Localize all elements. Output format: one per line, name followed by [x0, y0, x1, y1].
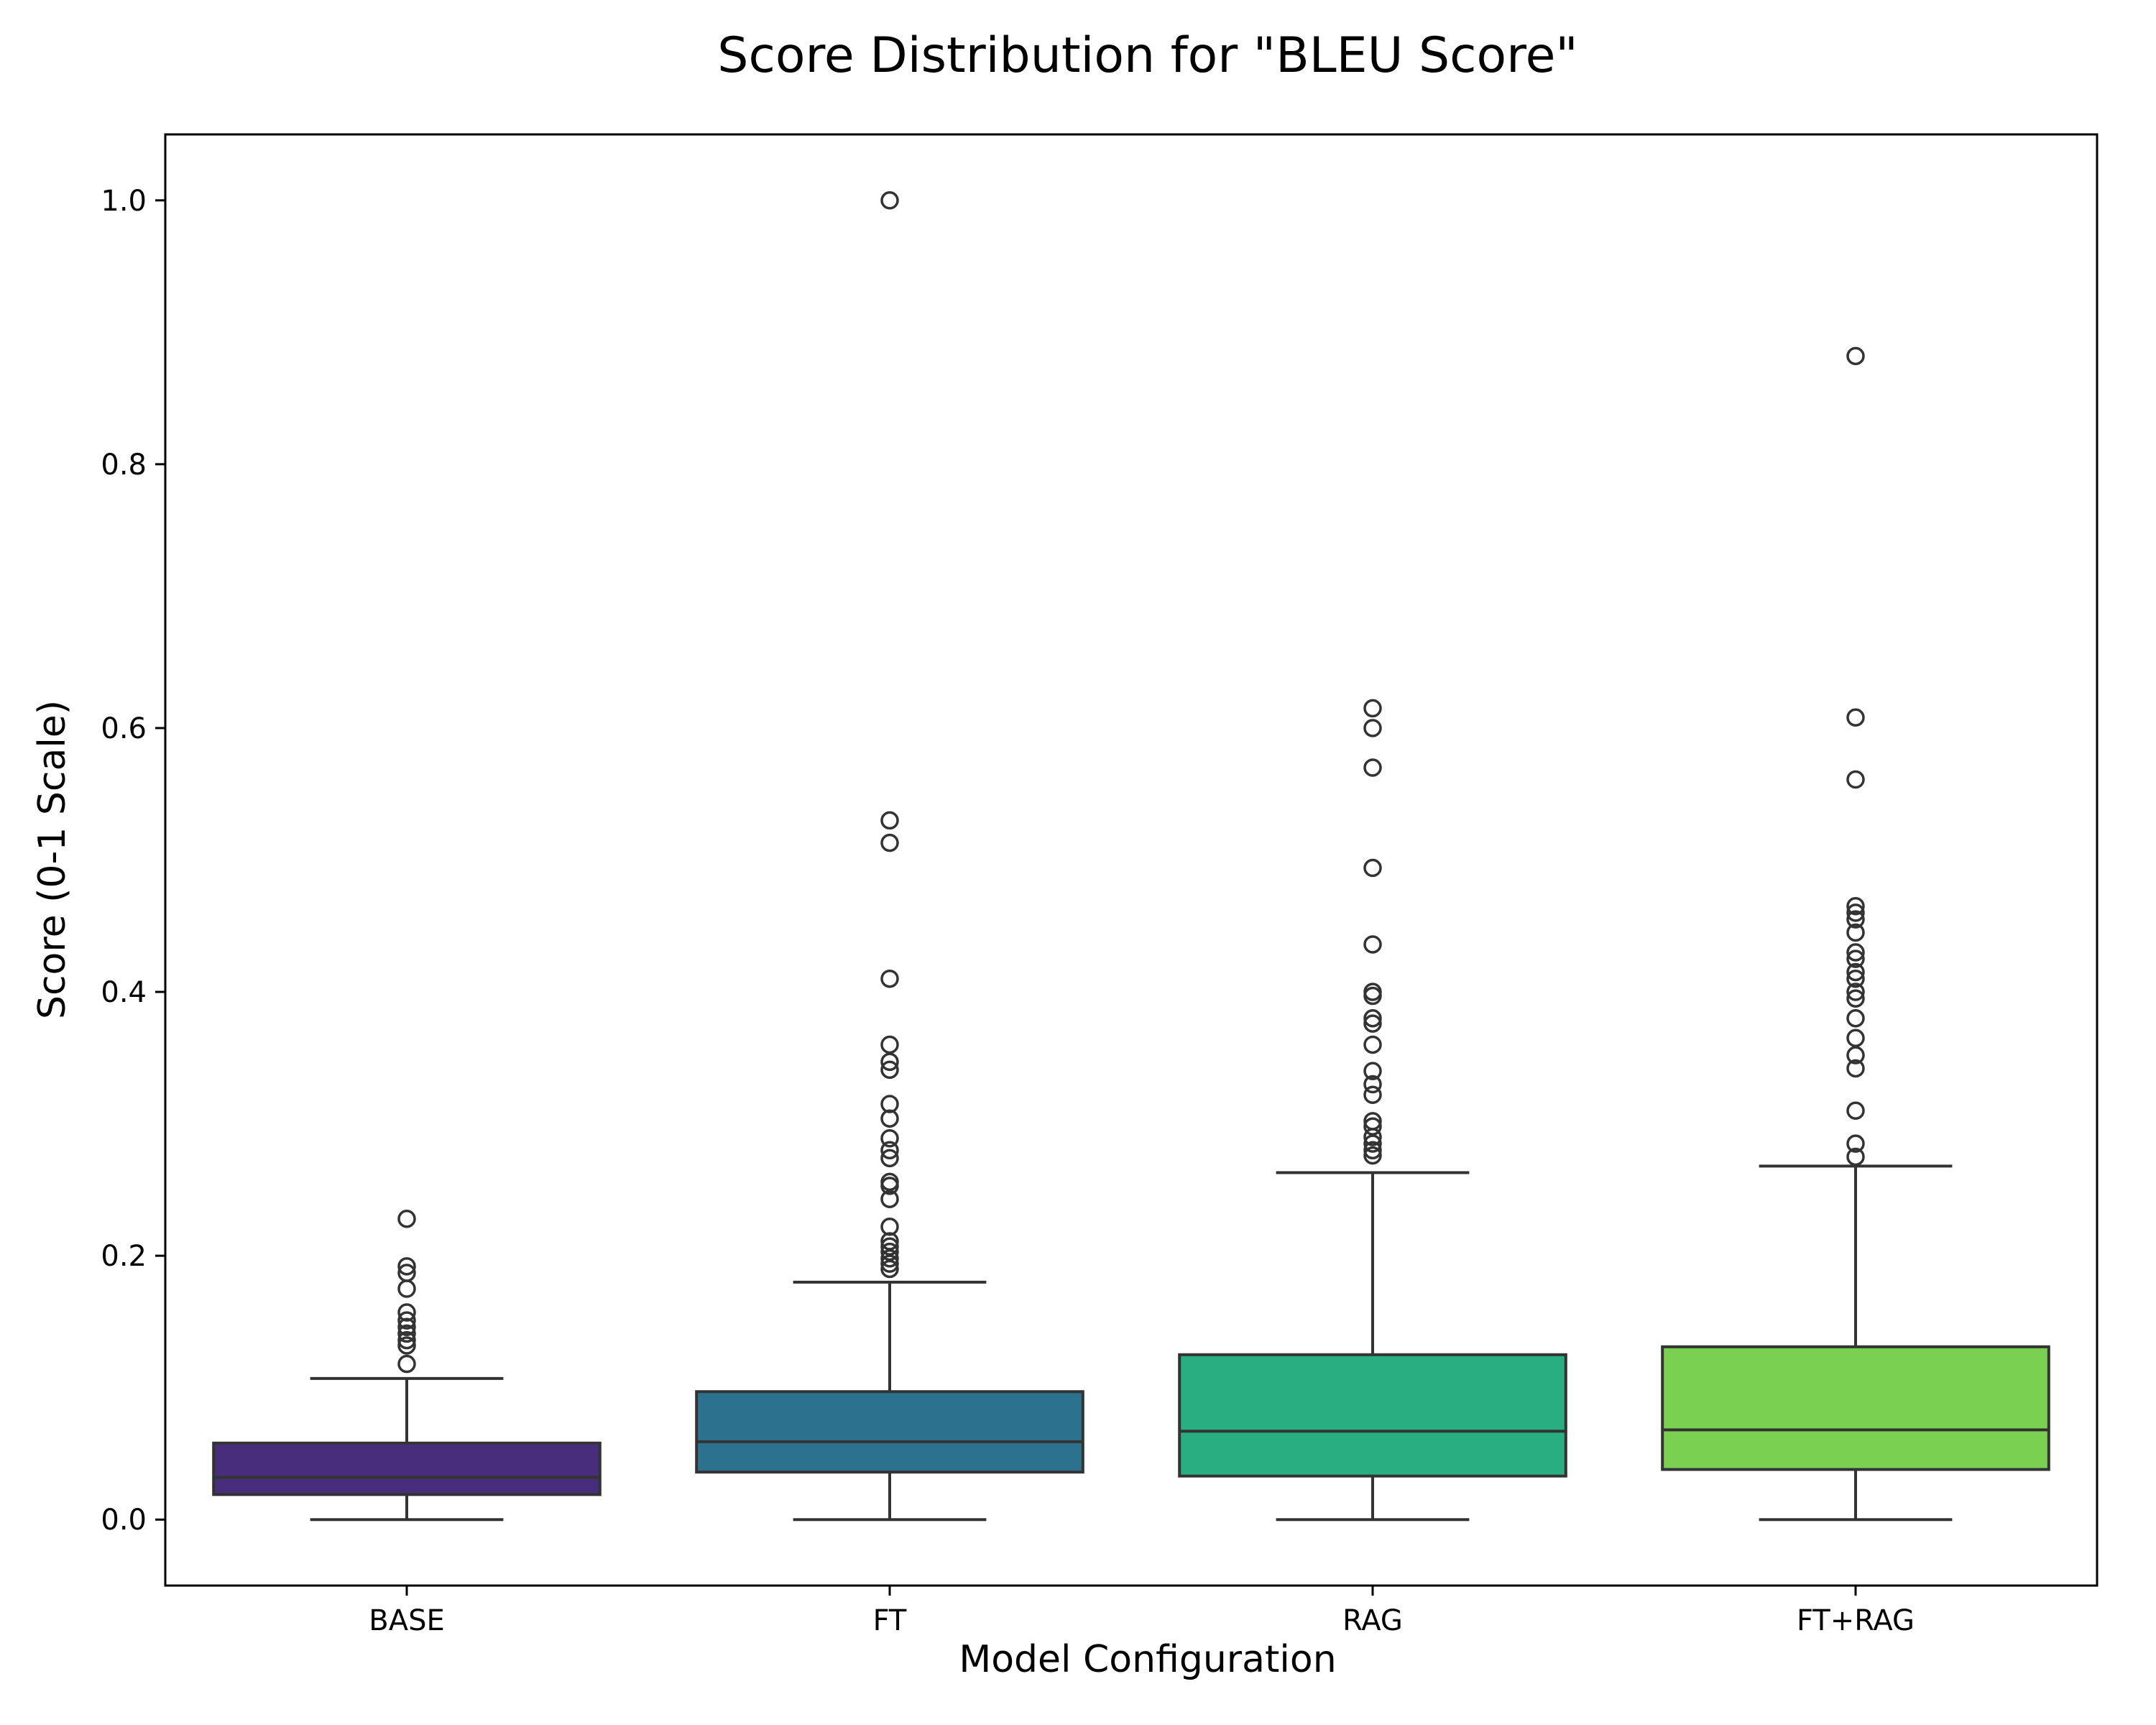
outlier-point	[1846, 1134, 1865, 1153]
outlier-point	[880, 1052, 899, 1072]
outlier-point	[1363, 1117, 1382, 1136]
x-tick-label: FT	[873, 1604, 907, 1637]
x-axis: BASE FT RAG FT+RAG	[369, 1586, 1915, 1637]
outlier-point	[1846, 1101, 1865, 1120]
outlier-point	[880, 1109, 899, 1128]
outlier-point	[1363, 1009, 1382, 1028]
iqr-box	[1661, 1345, 2050, 1471]
outlier-point	[1363, 1062, 1382, 1080]
outlier-point	[397, 1257, 416, 1276]
outlier-point	[397, 1330, 416, 1350]
outlier-point	[880, 1242, 899, 1261]
outlier-point	[1846, 1009, 1865, 1028]
y-axis: 0.0 0.2 0.4 0.6 0.8 1.0	[101, 185, 165, 1537]
outlier-point	[1363, 1141, 1382, 1160]
outlier-point	[1363, 758, 1382, 777]
y-tick-label: 0.4	[101, 976, 147, 1009]
plot-frame	[164, 133, 2099, 1587]
outlier-point	[880, 969, 899, 988]
y-tick-label: 1.0	[101, 185, 147, 218]
iqr-box	[1178, 1353, 1567, 1478]
outlier-point	[880, 1141, 899, 1160]
outlier-point	[1846, 1046, 1865, 1064]
outlier-point	[880, 1259, 899, 1279]
plot-area	[212, 191, 2050, 1522]
outlier-point	[1846, 969, 1865, 988]
y-tick-label: 0.6	[101, 712, 147, 745]
iqr-box	[695, 1390, 1084, 1474]
outlier-point	[1363, 1035, 1382, 1054]
outlier-point	[1846, 346, 1865, 366]
outlier-point	[1846, 1059, 1865, 1078]
outlier-point	[1363, 935, 1382, 954]
y-tick-label: 0.2	[101, 1240, 147, 1273]
outlier-point	[1846, 1029, 1865, 1048]
outlier-point	[880, 1177, 899, 1195]
x-axis-label: Model Configuration	[959, 1638, 1336, 1681]
box-group-ft-rag	[1661, 346, 2050, 1522]
outlier-point	[880, 1249, 899, 1268]
outlier-point	[1363, 858, 1382, 878]
y-axis-label: Score (0-1 Scale)	[31, 700, 74, 1019]
outlier-point	[1846, 770, 1865, 789]
outlier-point	[397, 1209, 416, 1228]
outlier-point	[880, 1190, 899, 1208]
x-tick-label: RAG	[1342, 1604, 1403, 1637]
outlier-point	[880, 1237, 899, 1256]
outlier-point	[397, 1324, 416, 1343]
outlier-point	[880, 1095, 899, 1113]
outlier-point	[880, 1035, 899, 1054]
y-tick-label: 0.0	[101, 1504, 147, 1537]
outlier-point	[1846, 708, 1865, 727]
outlier-point	[1846, 910, 1865, 929]
outlier-point	[880, 1060, 899, 1080]
box-group-rag	[1178, 699, 1567, 1522]
outlier-point	[397, 1336, 416, 1355]
x-tick-label: BASE	[369, 1604, 444, 1637]
outlier-point	[1846, 983, 1865, 1001]
outlier-point	[1846, 923, 1865, 942]
outlier-point	[880, 191, 899, 210]
outlier-point	[1846, 949, 1865, 968]
chart-title: Score Distribution for "BLEU Score"	[717, 27, 1577, 84]
outlier-point	[1846, 962, 1865, 982]
outlier-point	[880, 1129, 899, 1148]
outlier-point	[1846, 896, 1865, 916]
outlier-point	[397, 1354, 416, 1374]
outlier-point	[1846, 943, 1865, 962]
outlier-point	[1846, 1147, 1865, 1167]
outlier-point	[397, 1311, 416, 1330]
outlier-point	[1363, 1128, 1382, 1146]
outlier-point	[1363, 1085, 1382, 1104]
outlier-point	[397, 1317, 416, 1337]
outlier-point	[1363, 719, 1382, 737]
x-tick-label: FT+RAG	[1797, 1604, 1915, 1637]
box-group-base	[212, 1209, 602, 1522]
outlier-point	[880, 1149, 899, 1168]
outlier-point	[1363, 1075, 1382, 1094]
outlier-point	[397, 1279, 416, 1298]
outlier-point	[880, 811, 899, 830]
outlier-point	[1363, 1146, 1382, 1165]
outlier-point	[880, 833, 899, 852]
y-tick-label: 0.8	[101, 448, 147, 482]
iqr-box	[212, 1441, 602, 1496]
outlier-point	[1363, 1134, 1382, 1153]
outlier-point	[880, 1218, 899, 1236]
outlier-point	[1846, 989, 1865, 1008]
outlier-point	[1363, 1014, 1382, 1033]
outlier-point	[880, 1254, 899, 1273]
box-group-ft	[695, 191, 1084, 1522]
outlier-point	[1363, 986, 1382, 1006]
outlier-point	[1846, 903, 1865, 922]
outlier-point	[397, 1303, 416, 1322]
outlier-point	[880, 1232, 899, 1251]
outlier-point	[1363, 699, 1382, 718]
